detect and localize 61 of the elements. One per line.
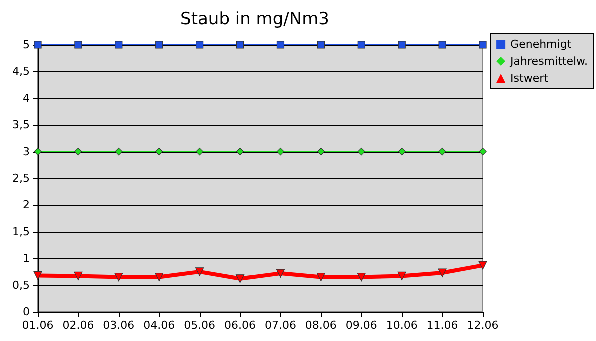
point [196, 41, 204, 49]
x-tick-label: 08.06 [305, 319, 337, 332]
x-tick-label: 02.06 [62, 319, 94, 332]
point [357, 272, 366, 282]
y-tick-label: 2,5 [12, 172, 30, 185]
x-tick-label: 11.06 [426, 319, 458, 332]
point [398, 272, 406, 281]
point [276, 269, 286, 278]
legend-label: Jahresmittelw. [510, 55, 588, 68]
y-tick-label: 5 [23, 38, 30, 52]
x-tick-label: 10.06 [386, 319, 418, 332]
x-tick-label: 09.06 [346, 319, 378, 332]
y-tick-label: 3,5 [12, 118, 30, 132]
y-tick-label: 4 [23, 92, 30, 105]
point [115, 41, 123, 49]
point [196, 268, 204, 276]
point [276, 148, 285, 156]
y-tick-label: 2 [23, 198, 30, 212]
point [438, 41, 446, 49]
chart-title: Staub in mg/Nm3 [180, 10, 330, 30]
legend-label: Genehmigt [510, 38, 572, 51]
x-tick-label: 04.06 [144, 319, 176, 332]
y-tick-label: 1,5 [12, 225, 30, 238]
point [317, 148, 325, 156]
point [236, 148, 244, 156]
point [156, 148, 164, 156]
point [114, 272, 124, 282]
point [358, 41, 366, 49]
point [74, 41, 82, 49]
legend-label: Istwert [510, 72, 550, 85]
point [74, 272, 83, 281]
point [479, 41, 487, 49]
x-tick-label: 03.06 [103, 319, 135, 332]
point [155, 272, 164, 282]
x-tick-label: 12.06 [467, 319, 499, 332]
point [358, 148, 366, 156]
x-tick-label: 06.06 [224, 319, 256, 332]
point [438, 268, 447, 278]
point [34, 271, 42, 280]
point [316, 272, 326, 282]
x-tick-label: 05.06 [184, 319, 216, 332]
point [478, 261, 488, 270]
y-tick-label: 1 [23, 252, 30, 266]
point [156, 41, 164, 49]
x-tick-label: 07.06 [264, 319, 296, 332]
y-tick-label: 4,5 [12, 65, 30, 78]
point [398, 41, 406, 49]
y-tick-label: 0,5 [12, 278, 30, 292]
point [196, 148, 204, 156]
y-tick-label: 3 [23, 145, 30, 158]
point [236, 274, 245, 284]
point [398, 148, 406, 156]
point [115, 148, 123, 156]
x-tick-label: 01.06 [22, 319, 54, 332]
point [438, 148, 446, 156]
point [276, 41, 285, 49]
y-tick-label: 0 [23, 306, 30, 318]
point [74, 148, 82, 156]
point [479, 148, 487, 156]
point [236, 41, 244, 49]
point [317, 41, 325, 49]
